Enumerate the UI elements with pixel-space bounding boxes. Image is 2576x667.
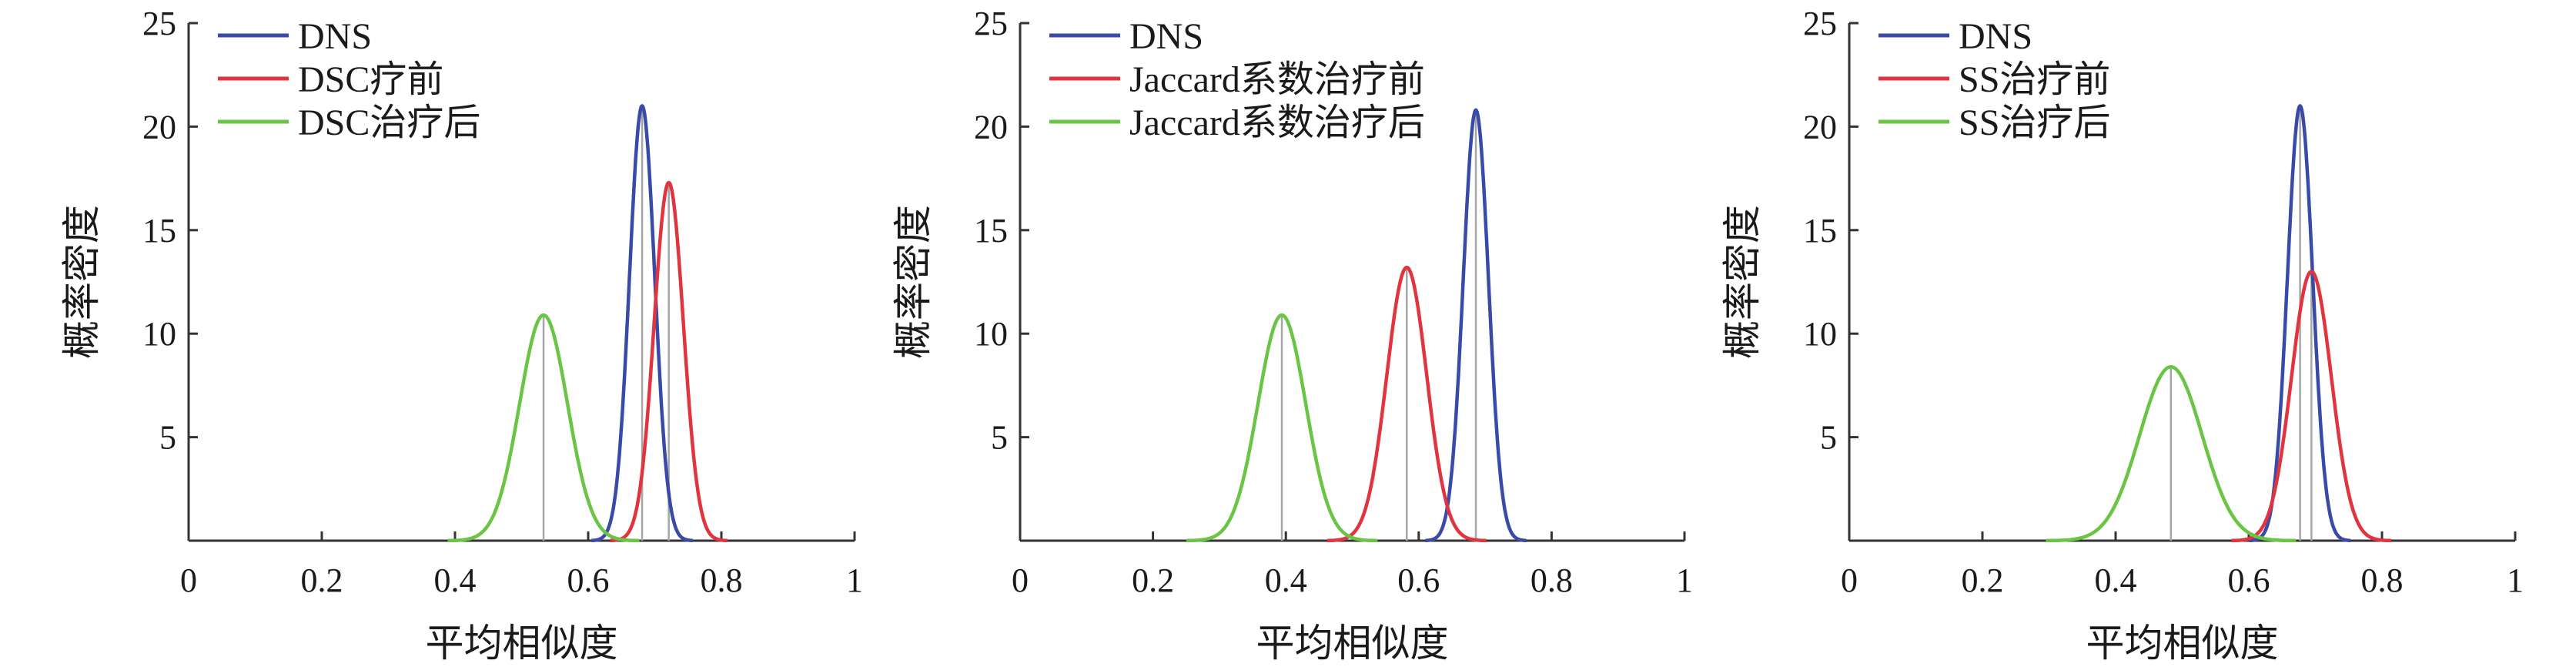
x-tick-label: 0.8 [2361,561,2404,599]
x-tick-label: 0.4 [1265,561,1307,599]
x-tick-label: 0.6 [567,561,610,599]
y-tick-label: 10 [974,315,1008,353]
x-tick-label: 0.6 [2228,561,2270,599]
density-chart-3: 0 0.2 0.4 0.6 0.8 1510152025平均相似度概率密度DNSSS治疗前… [1721,5,2524,665]
y-tick-label: 5 [1820,419,1837,457]
legend-entry: DNS [1959,16,2032,57]
x-tick-label: 0.8 [1531,561,1573,599]
density-chart-1: 0 0.2 0.4 0.6 0.8 1510152025平均相似度概率密度DNSDSC疗前… [60,5,863,665]
density-chart-2: 0 0.2 0.4 0.6 0.8 1510152025平均相似度概率密度DNSJacca… [892,5,1693,665]
y-tick-label: 5 [991,419,1008,457]
x-tick-label: 0.4 [434,561,477,599]
legend-entry: Jaccard系数治疗后 [1129,102,1425,143]
legend-entry: Jaccard系数治疗前 [1129,59,1425,100]
y-tick-label: 15 [142,212,176,250]
density-curve-3 [447,313,641,543]
x-tick-label: 0 [1012,561,1029,599]
x-tick-label: 1 [2507,561,2524,599]
density-curve-1 [2248,104,2352,543]
legend-entry: DSC治疗后 [298,102,480,143]
legend-entry: SS治疗前 [1959,59,2110,100]
x-tick-label: 0.4 [2095,561,2137,599]
x-tick-label: 0.2 [1962,561,2004,599]
x-tick-label: 0.2 [301,561,343,599]
y-tick-label: 15 [1803,212,1837,250]
y-tick-label: 25 [142,5,176,42]
x-tick-label: 0.2 [1132,561,1174,599]
y-axis-label: 概率密度 [1721,205,1764,359]
density-curve-2 [609,180,729,543]
y-tick-label: 20 [142,108,176,146]
x-tick-label: 0 [1841,561,1858,599]
legend-entry: DSC疗前 [298,59,443,100]
x-tick-label: 0.6 [1397,561,1440,599]
density-curve-1 [590,104,694,543]
y-tick-label: 10 [142,315,176,353]
y-axis-label: 概率密度 [892,205,935,359]
y-tick-label: 20 [1803,108,1837,146]
density-curve-3 [1186,313,1378,543]
density-curve-1 [1423,108,1528,543]
x-axis-label: 平均相似度 [426,622,618,665]
legend-entry: DNS [1129,16,1203,57]
y-tick-label: 15 [974,212,1008,250]
y-tick-label: 10 [1803,315,1837,353]
x-axis-label: 平均相似度 [1256,622,1449,665]
y-tick-label: 5 [159,419,176,457]
x-tick-label: 0.8 [701,561,743,599]
y-axis-label: 概率密度 [60,205,103,359]
x-tick-label: 1 [846,561,863,599]
legend-entry: DNS [298,16,372,57]
y-tick-label: 25 [974,5,1008,42]
x-axis-label: 平均相似度 [2086,622,2279,665]
density-curve-2 [2230,270,2393,543]
legend-entry: SS治疗后 [1959,102,2110,143]
density-curve-2 [1326,265,1487,543]
density-curve-3 [2045,364,2297,543]
x-tick-label: 1 [1676,561,1693,599]
y-tick-label: 20 [974,108,1008,146]
x-tick-label: 0 [180,561,197,599]
y-tick-label: 25 [1803,5,1837,42]
